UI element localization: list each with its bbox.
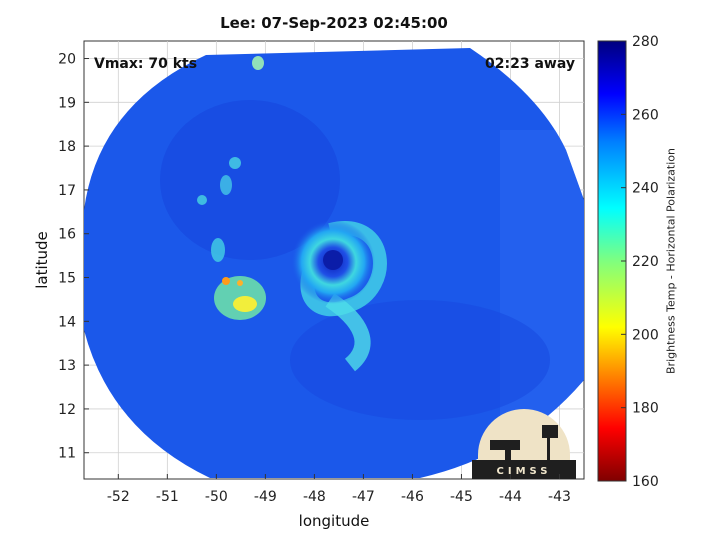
microwave-swath	[84, 48, 584, 478]
x-tick-label: -49	[254, 489, 277, 505]
colorbar-tick-label: 220	[632, 254, 659, 270]
vmax-label: Vmax: 70 kts	[94, 56, 197, 72]
colorbar-ticks: 160 180 200 220 240 260 280	[621, 34, 659, 490]
logo-text: CIMSS	[497, 466, 552, 477]
y-tick-label: 17	[58, 183, 76, 199]
colorbar-tick-label: 260	[632, 107, 659, 123]
y-axis-ticks: 11 12 13 14 15 16 17 18 19 20	[58, 52, 89, 462]
x-axis-ticks: -52 -51 -50 -49 -48 -47 -46 -45 -44 -43	[107, 474, 571, 505]
colorbar-tick-label: 200	[632, 327, 659, 343]
cimss-logo: CIMSS	[472, 409, 576, 479]
colorbar-tick-label: 180	[632, 401, 659, 417]
x-tick-label: -46	[401, 489, 424, 505]
x-axis-label: longitude	[298, 512, 370, 530]
y-tick-label: 15	[58, 271, 76, 287]
y-tick-label: 20	[58, 52, 76, 68]
colorbar-tick-label: 160	[632, 474, 659, 490]
x-tick-label: -47	[352, 489, 375, 505]
y-tick-label: 13	[58, 358, 76, 374]
x-tick-label: -43	[548, 489, 571, 505]
x-tick-label: -45	[450, 489, 473, 505]
colorbar-tick-label: 240	[632, 181, 659, 197]
y-tick-label: 16	[58, 227, 76, 243]
colorbar-tick-label: 280	[632, 34, 659, 50]
x-tick-label: -52	[107, 489, 130, 505]
y-tick-label: 18	[58, 139, 76, 155]
x-tick-label: -48	[303, 489, 326, 505]
y-tick-label: 12	[58, 402, 76, 418]
chart-title: Lee: 07-Sep-2023 02:45:00	[220, 14, 448, 32]
y-tick-label: 11	[58, 446, 76, 462]
x-tick-label: -44	[499, 489, 522, 505]
y-tick-label: 19	[58, 95, 76, 111]
x-tick-label: -50	[205, 489, 228, 505]
time-away-label: 02:23 away	[485, 56, 575, 72]
y-tick-label: 14	[58, 314, 76, 330]
x-tick-label: -51	[156, 489, 179, 505]
